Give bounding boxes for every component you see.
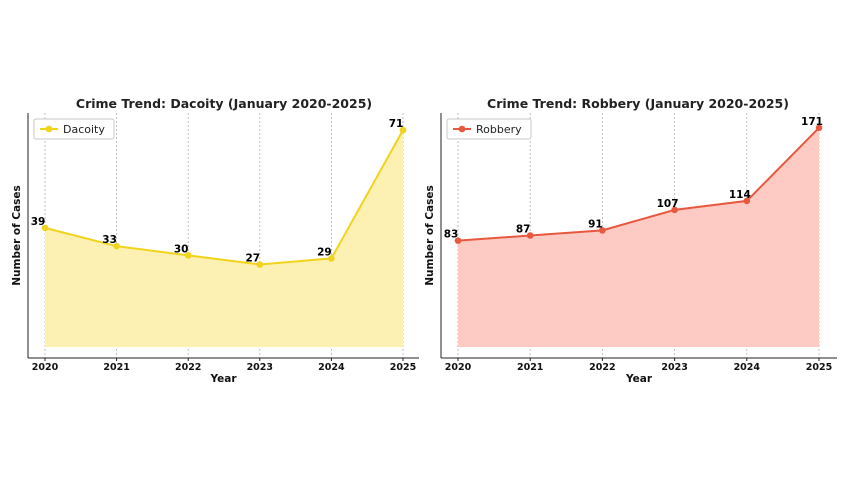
data-label: 33 bbox=[102, 234, 117, 246]
x-tick-label: 2021 bbox=[103, 362, 129, 373]
data-label: 29 bbox=[317, 246, 332, 258]
data-label: 87 bbox=[516, 224, 531, 236]
area-fill bbox=[458, 127, 819, 348]
legend-swatch-marker bbox=[45, 125, 53, 133]
data-point bbox=[815, 124, 823, 132]
legend-label: Robbery bbox=[476, 123, 522, 136]
data-label: 30 bbox=[174, 243, 189, 255]
data-label: 83 bbox=[444, 229, 459, 241]
legend-box bbox=[33, 118, 115, 140]
data-point bbox=[671, 206, 678, 214]
x-tick-label: 2020 bbox=[32, 362, 59, 373]
data-point bbox=[454, 237, 462, 244]
chart-panel-dacoity: Crime Trend: Dacoity (January 2020-2025)… bbox=[11, 96, 419, 385]
y-axis-label: Number of Cases bbox=[11, 185, 23, 286]
area-fill bbox=[45, 130, 403, 347]
x-tick-label: 2025 bbox=[390, 362, 416, 373]
data-point bbox=[399, 126, 407, 134]
data-label: 71 bbox=[389, 118, 404, 130]
data-point bbox=[328, 255, 335, 262]
chart-panel-robbery: Crime Trend: Robbery (January 2020-2025)… bbox=[424, 96, 837, 385]
chart-title: Crime Trend: Dacoity (January 2020-2025) bbox=[76, 96, 372, 111]
data-point bbox=[743, 197, 751, 205]
data-point bbox=[256, 261, 264, 268]
x-axis-label: Year bbox=[209, 373, 237, 385]
x-tick-label: 2022 bbox=[589, 362, 615, 373]
x-tick-label: 2023 bbox=[661, 362, 687, 373]
data-label: 171 bbox=[801, 116, 823, 128]
x-tick-label: 2023 bbox=[247, 362, 273, 373]
chart-title: Crime Trend: Robbery (January 2020-2025) bbox=[487, 96, 789, 111]
data-label: 114 bbox=[729, 189, 751, 201]
data-label: 27 bbox=[245, 253, 260, 265]
series-line bbox=[457, 127, 820, 242]
legend-box bbox=[446, 118, 532, 140]
legend: Dacoity bbox=[33, 118, 115, 140]
y-axis-label: Number of Cases bbox=[424, 185, 436, 286]
legend-swatch-marker bbox=[458, 125, 466, 133]
data-point bbox=[526, 232, 534, 239]
data-point bbox=[184, 252, 192, 259]
x-tick-label: 2024 bbox=[318, 362, 345, 373]
x-tick-label: 2025 bbox=[806, 362, 832, 373]
series-line bbox=[44, 129, 404, 266]
data-label: 107 bbox=[657, 198, 679, 210]
data-label: 91 bbox=[588, 218, 603, 230]
legend: Robbery bbox=[446, 118, 532, 140]
x-tick-label: 2022 bbox=[175, 362, 201, 373]
data-point bbox=[41, 224, 49, 232]
x-axis-label: Year bbox=[625, 373, 653, 385]
x-tick-label: 2020 bbox=[445, 362, 472, 373]
legend-label: Dacoity bbox=[63, 123, 105, 136]
data-point bbox=[113, 242, 120, 250]
x-tick-label: 2021 bbox=[517, 362, 543, 373]
data-label: 39 bbox=[31, 216, 46, 228]
x-tick-label: 2024 bbox=[734, 362, 761, 373]
data-point bbox=[599, 227, 606, 234]
